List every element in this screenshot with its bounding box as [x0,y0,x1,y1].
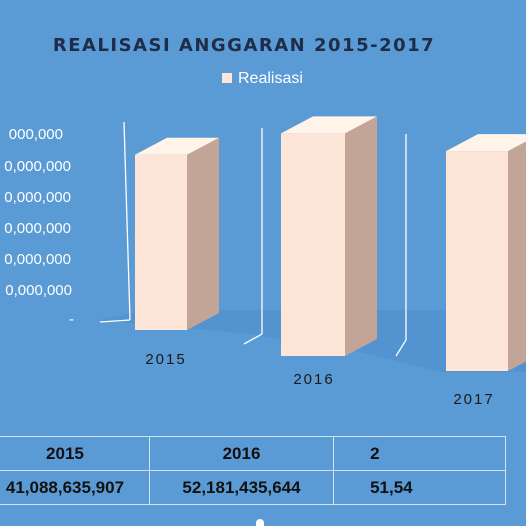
bar-front [281,133,345,356]
bar-top [281,116,377,134]
bar-2017 [446,134,526,371]
wall-line [243,333,263,345]
y-axis-ticks: - 0,000,000 0,000,000 0,000,000 0,000,000 0,0… [4,126,74,328]
chart-walls [99,121,407,357]
bar-2016 [281,116,377,356]
table-value-cell: 51,54 [333,470,506,505]
bar-side [508,141,526,371]
bar-side [187,137,219,330]
table-value-row: 41,088,635,907 52,181,435,644 51,54 [0,470,506,505]
bar-top [446,134,526,152]
bottom-edge-mark [256,519,264,526]
table-header-cell: 2015 [0,436,150,471]
table-value-cell: 52,181,435,644 [148,470,335,505]
x-category-label: 2017 [453,391,494,408]
table-header-cell: 2 [333,436,506,471]
table-value-cell: 41,088,635,907 [0,470,150,505]
chart-title: REALISASI ANGGARAN 2015-2017 [53,35,435,56]
bar-front [135,154,187,330]
legend-label: Realisasi [238,70,303,87]
bar-top [135,137,219,155]
bar-side [345,116,377,356]
table-header-row: 2015 2016 2 [0,436,506,471]
x-category-label: 2015 [145,351,186,368]
legend-swatch [222,73,232,83]
y-tick-label: 0,000,000 [4,220,71,237]
data-table: 2015 2016 2 41,088,635,907 52,181,435,64… [0,436,506,505]
bar-chart: REALISASI ANGGARAN 2015-2017 Realisasi -… [4,35,526,408]
bar-2015 [135,137,219,330]
bars-group [135,116,526,371]
y-tick-label: 0,000,000 [5,282,72,299]
y-tick-label: 0,000,000 [4,251,71,268]
legend: Realisasi [222,70,303,87]
y-tick-label: 0,000,000 [4,158,71,175]
bar-front [446,151,508,371]
wall-line [99,319,131,323]
y-tick-label: 0,000,000 [4,189,71,206]
wall-line [123,121,131,321]
x-axis-categories: 2015 2016 2017 [145,351,494,408]
table-header-cell: 2016 [148,436,335,471]
y-tick-label: - [69,311,74,328]
x-category-label: 2016 [293,371,334,388]
wall-line [395,339,407,357]
y-tick-label: 000,000 [9,126,63,143]
